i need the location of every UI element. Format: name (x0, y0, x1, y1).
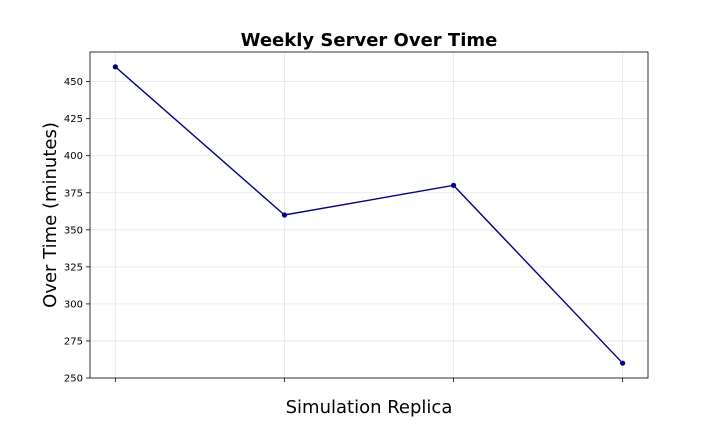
chart-title: Weekly Server Over Time (241, 30, 498, 51)
y-tick-label: 325 (64, 262, 83, 273)
y-tick-label: 450 (64, 77, 83, 88)
x-axis-label: Simulation Replica (286, 397, 453, 418)
y-tick-label: 250 (64, 374, 83, 385)
y-tick-label: 275 (64, 336, 83, 347)
y-tick-label: 300 (64, 299, 83, 310)
series-layer (112, 64, 626, 366)
data-point (281, 212, 288, 218)
y-tick-label: 425 (64, 114, 83, 125)
data-point (112, 64, 118, 70)
data-point (450, 182, 457, 188)
y-tick-label: 350 (64, 225, 83, 236)
series-line (114, 66, 624, 364)
ticks: 250 275 300 325 350 375 400 425 450 (64, 77, 624, 385)
plot-frame (89, 51, 649, 379)
data-point (620, 360, 626, 366)
y-tick-label: 400 (64, 151, 83, 162)
y-tick-label: 375 (64, 188, 83, 199)
y-axis-label: Over Time (minutes) (40, 122, 61, 308)
grid (90, 52, 648, 379)
